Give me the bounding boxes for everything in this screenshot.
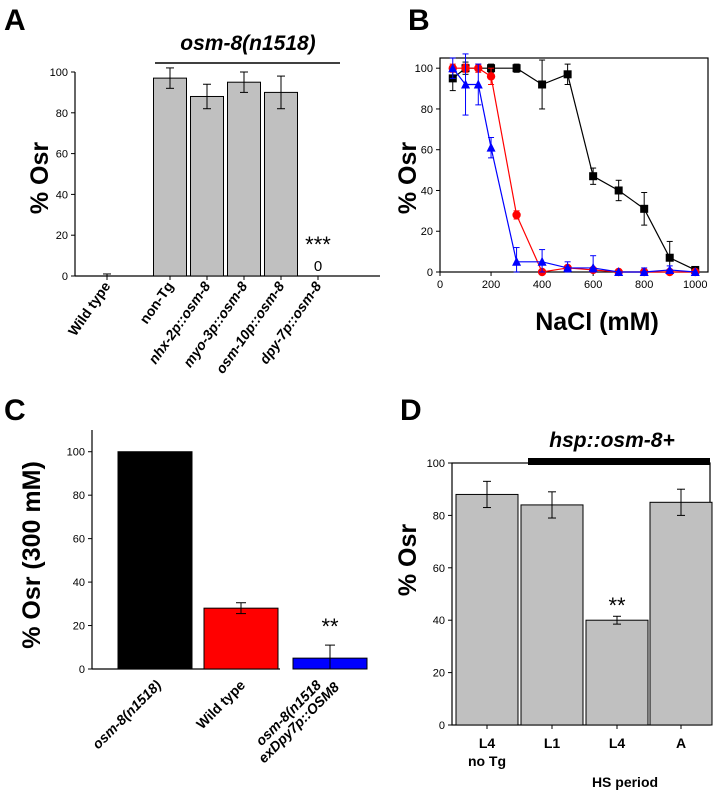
panel-letter-a: A [4, 4, 26, 37]
panel-d-y-tick-label: 60 [433, 563, 445, 575]
panel-c-significance: ** [321, 614, 339, 639]
panel-d-xlabel: HS period [592, 774, 658, 790]
panel-b-point-triangle [563, 262, 573, 272]
panel-c-bar [203, 607, 279, 670]
panel-b-point-triangle [448, 63, 458, 73]
panel-c-category-label: osm-8(n1518) [89, 677, 164, 752]
panel-c-y-tick-label: 40 [73, 577, 85, 589]
panel-a-bar [227, 81, 261, 277]
panel-d-category-label: L4 [609, 735, 626, 751]
panel-a-ylabel: % Osr [26, 142, 54, 215]
panel-b-point-square [614, 186, 623, 195]
panel-a: osm-8(n1518) % Osr 0 20 40 60 80 100 Wild type… [26, 32, 380, 376]
panel-a-significance: *** [305, 232, 331, 257]
panel-d-transgene-bar [528, 458, 710, 465]
panel-b-y-tick-label: 100 [415, 63, 433, 75]
panel-d-y-tick-label: 100 [427, 458, 445, 470]
panel-b-point-triangle [690, 267, 700, 276]
panel-a-y-tick-label: 60 [56, 149, 68, 161]
panel-a-bar [153, 77, 187, 277]
panel-b-point-square [538, 80, 547, 89]
panel-a-genotype-label: osm-8(n1518) [180, 32, 315, 55]
panel-b-point-square [665, 253, 674, 262]
panel-b-point-triangle [614, 267, 624, 276]
panel-a-category-label: non-Tg [136, 279, 176, 327]
panel-d-y-tick-label: 0 [439, 720, 445, 732]
panel-d-bar [649, 501, 713, 726]
panel-b-x-tick-label: 200 [482, 279, 500, 291]
panel-b-point-square [640, 204, 649, 213]
panel-b-x-tick-label: 0 [437, 279, 443, 291]
panel-c-category-label: Wild type [193, 677, 248, 732]
panel-c-y-tick-label: 60 [73, 534, 85, 546]
panel-c-bar [117, 451, 193, 670]
panel-b-point-square [563, 70, 572, 79]
panel-b-y-tick-label: 40 [421, 185, 433, 197]
panel-d-subcategory-label: no Tg [468, 753, 506, 769]
panel-b-ylabel: % Osr [394, 142, 422, 215]
panel-c-ylabel: % Osr (300 mM) [18, 461, 46, 649]
panel-d-significance: ** [608, 593, 626, 618]
panel-b-x-tick-label: 800 [635, 279, 653, 291]
panel-b-point-triangle [665, 264, 675, 274]
panel-a-category-label: Wild type [65, 278, 114, 338]
panel-b-point-triangle [537, 256, 547, 266]
panel-b-point-triangle [588, 262, 598, 272]
panel-b-point-circle [512, 210, 521, 220]
panel-c: % Osr (300 mM) 0 20 40 60 80 100 ** osm-8(n1518… [18, 430, 368, 766]
panel-a-y-tick-label: 80 [56, 108, 68, 120]
panel-b-x-tick-label: 1000 [683, 279, 707, 291]
panel-d-bar [520, 504, 584, 726]
panel-a-y-tick-label: 40 [56, 189, 68, 201]
panel-d-y-tick-label: 40 [433, 615, 445, 627]
panel-a-y-tick-label: 0 [62, 271, 68, 283]
panel-b-point-triangle [639, 267, 649, 276]
panel-b-point-triangle [512, 256, 522, 266]
panel-b-series-line [452, 67, 696, 271]
panel-d-ylabel: % Osr [394, 524, 422, 597]
panel-a-bar [264, 91, 298, 277]
panel-b-point-square [512, 64, 521, 73]
panel-b-xlabel: NaCl (mM) [535, 308, 659, 336]
panel-b-y-tick-label: 20 [421, 226, 433, 238]
panel-b-y-tick-label: 0 [427, 267, 433, 279]
panel-d-category-label: L4 [479, 735, 496, 751]
panel-d-category-label: L1 [544, 735, 561, 751]
panel-b-y-tick-label: 80 [421, 104, 433, 116]
panel-b-point-triangle [486, 142, 496, 152]
panel-b-point-triangle [473, 79, 483, 89]
panel-a-y-tick-label: 100 [50, 67, 68, 79]
panel-c-y-tick-label: 100 [67, 447, 85, 459]
panel-c-y-tick-label: 0 [79, 664, 85, 676]
panel-letter-d: D [400, 394, 422, 427]
panel-b-x-tick-label: 600 [584, 279, 602, 291]
panel-d-transgene-label: hsp::osm-8+ [549, 429, 674, 452]
panel-c-y-tick-label: 80 [73, 490, 85, 502]
panel-b-point-square [589, 172, 598, 181]
panel-letter-c: C [4, 394, 26, 427]
panel-b-point-circle [486, 72, 496, 81]
panel-d-y-tick-label: 80 [433, 510, 445, 522]
panel-d-bar [455, 493, 519, 726]
panel-b-point-triangle [461, 79, 471, 89]
panel-d: hsp::osm-8+ % Osr HS period 0 20 40 60 80 100… [394, 429, 713, 790]
panel-b-plot-frame [439, 57, 709, 273]
panel-b-y-tick-label: 60 [421, 145, 433, 157]
panel-a-zero-label: 0 [314, 258, 322, 275]
panel-c-y-tick-label: 20 [73, 621, 85, 633]
panel-d-bar [585, 619, 649, 726]
panel-a-bar [190, 95, 224, 277]
panel-d-category-label: A [676, 735, 686, 751]
panel-b-x-tick-label: 400 [533, 279, 551, 291]
panel-d-y-tick-label: 20 [433, 668, 445, 680]
panel-letter-b: B [408, 4, 430, 37]
panel-a-y-tick-label: 20 [56, 230, 68, 242]
